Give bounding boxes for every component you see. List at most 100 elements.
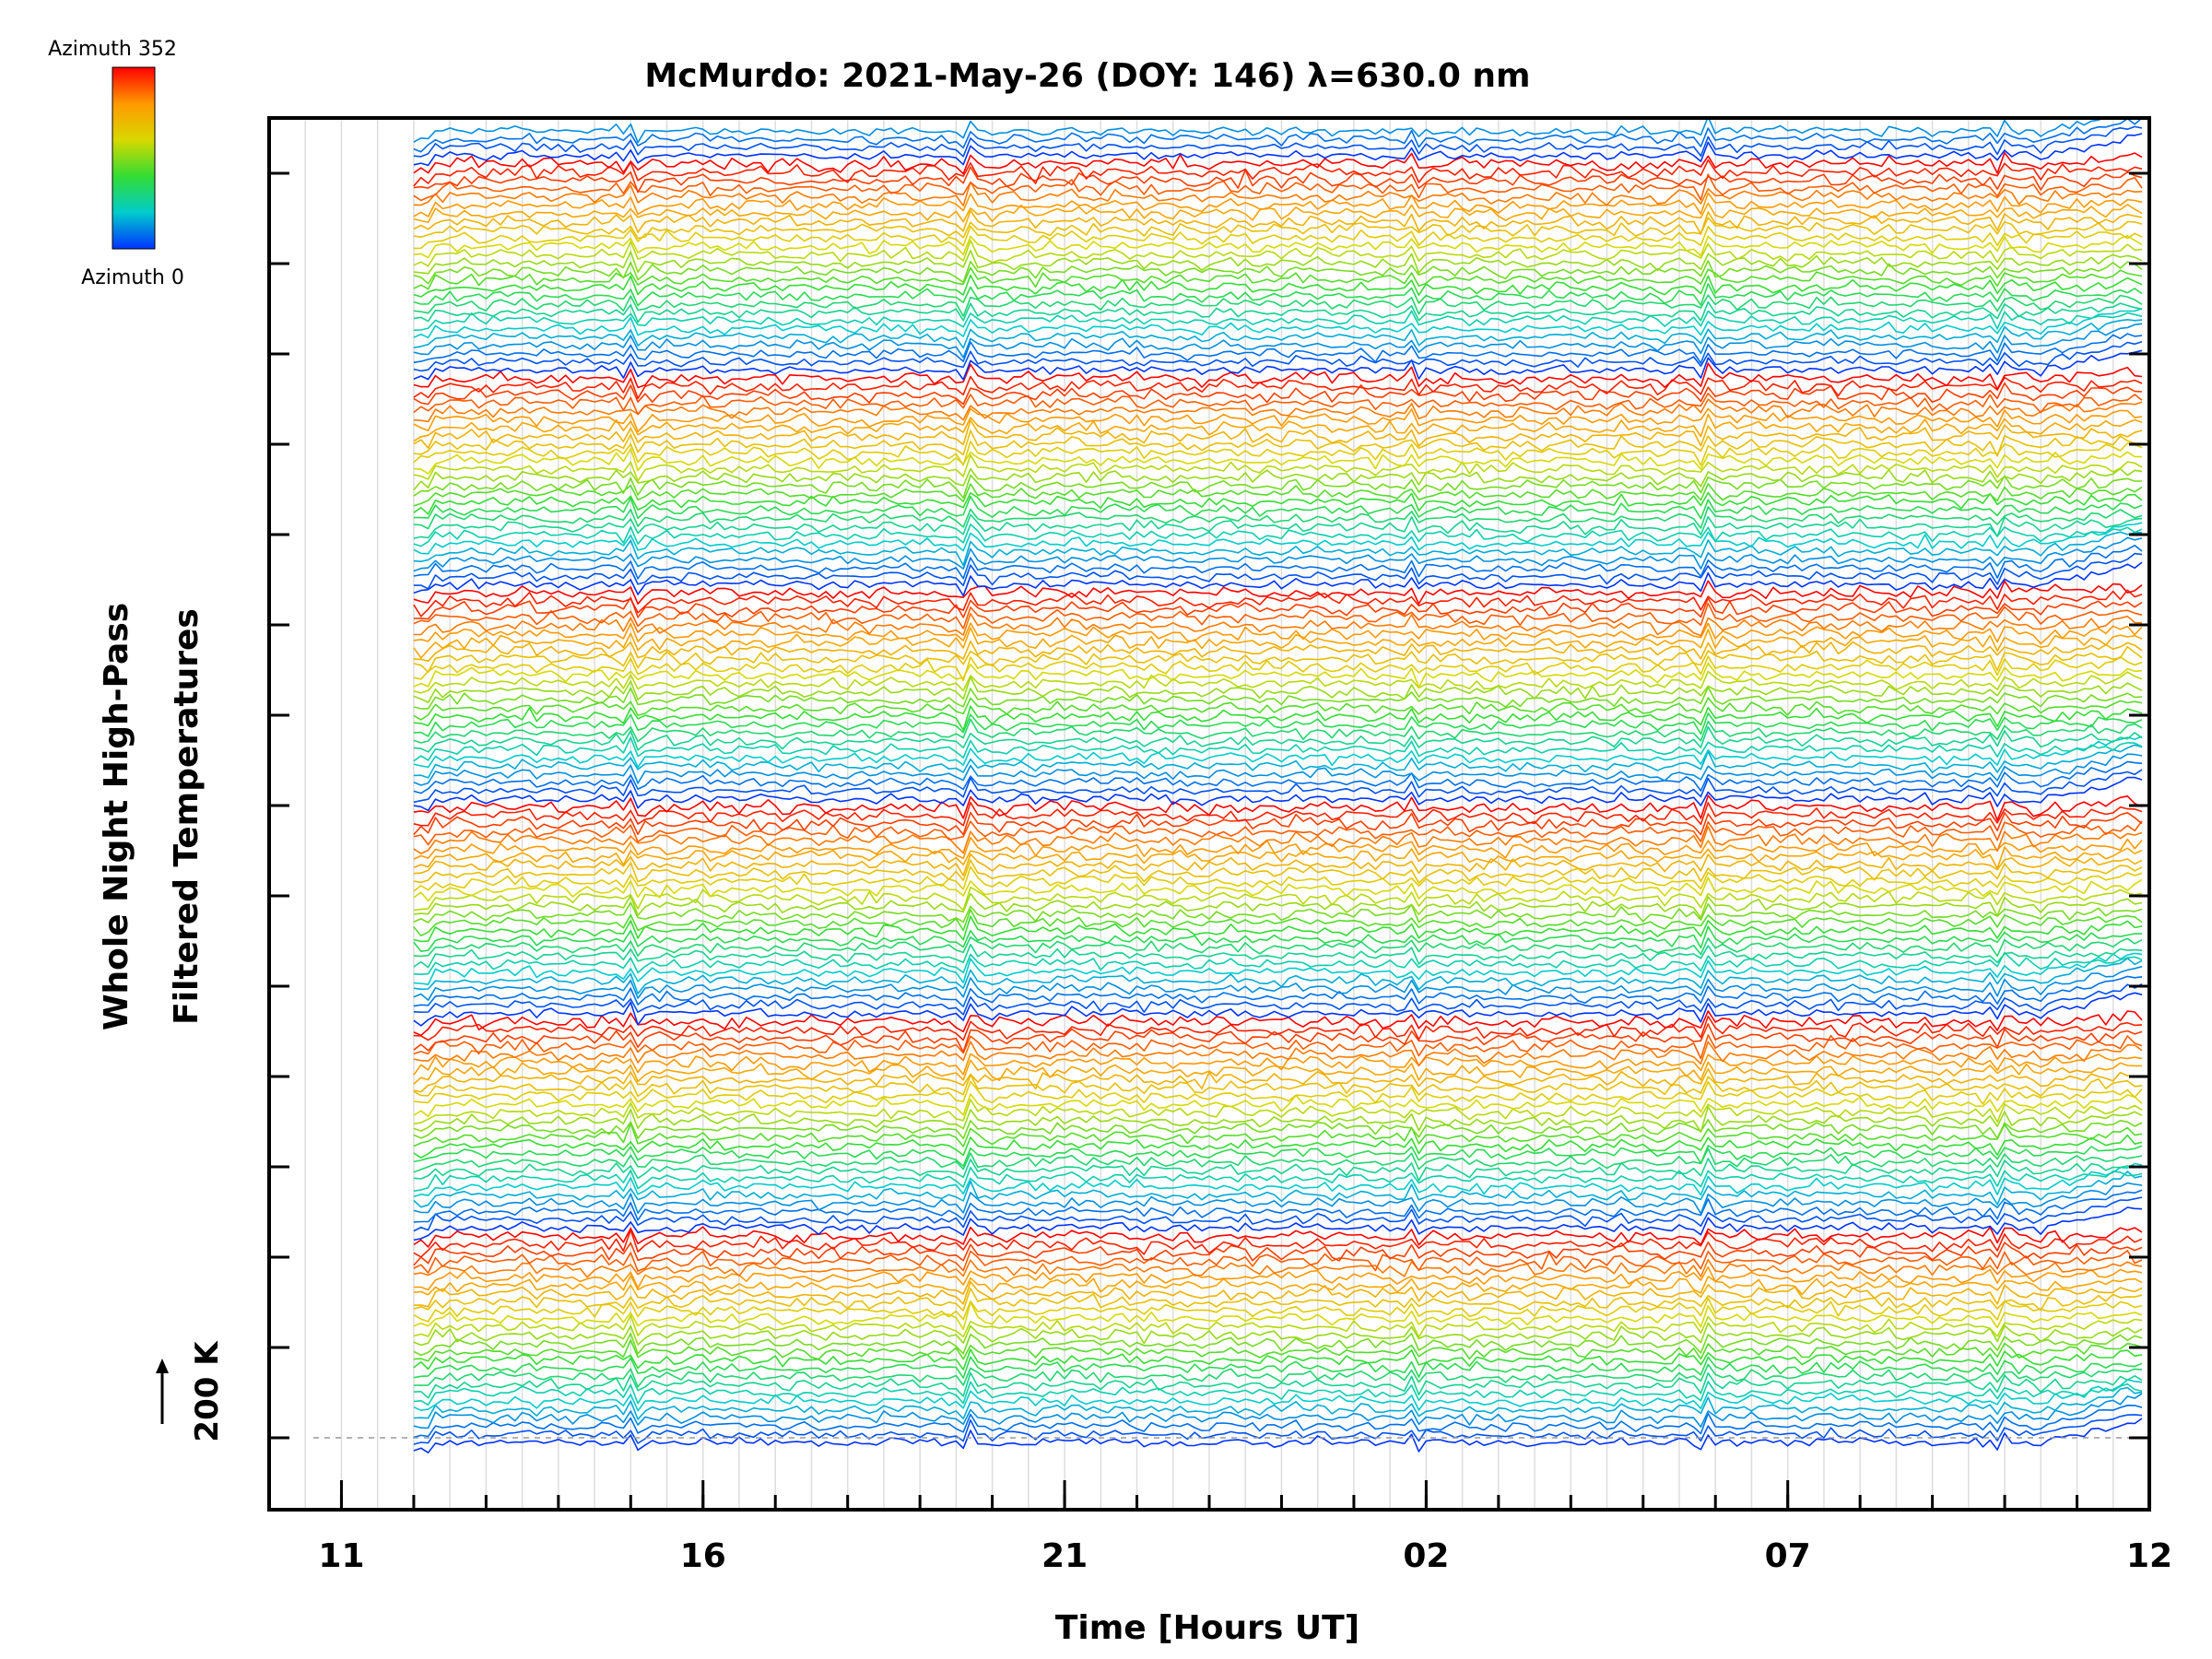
arrow-up-icon — [156, 1359, 169, 1373]
series-line — [413, 859, 2143, 884]
series-line — [413, 686, 2143, 710]
series-line — [413, 1206, 2143, 1241]
series-line — [413, 1393, 2143, 1430]
series-line — [413, 225, 2143, 250]
series-line — [413, 1034, 2143, 1060]
series-line — [413, 419, 2143, 449]
series-line — [413, 1068, 2143, 1093]
series-line — [413, 544, 2143, 580]
series-line — [413, 1123, 2143, 1147]
series-line — [413, 474, 2143, 500]
series-line — [413, 1226, 2143, 1248]
series-line — [413, 1379, 2143, 1412]
series-line — [413, 846, 2143, 870]
series-line — [413, 801, 2143, 827]
series-line — [413, 1053, 2143, 1076]
series-line — [413, 705, 2143, 732]
colorbar-gradient — [112, 66, 156, 250]
series-line — [413, 166, 2143, 194]
series-line — [413, 1145, 2143, 1168]
series-line — [413, 836, 2143, 860]
series-line — [413, 181, 2143, 206]
series-line — [413, 495, 2143, 520]
series-line — [413, 1348, 2143, 1371]
scale-marker: 200 K — [156, 1340, 226, 1442]
series-line — [413, 1371, 2143, 1399]
series-line — [413, 735, 2143, 769]
series-line — [413, 1105, 2143, 1133]
series-line — [413, 125, 2143, 158]
colorbar: Azimuth 352 Azimuth 0 — [48, 38, 184, 289]
x-tick-label: 16 — [680, 1537, 726, 1575]
series-line — [413, 1241, 2143, 1266]
series-line — [413, 362, 2143, 391]
series-line — [413, 1266, 2143, 1291]
series-line — [413, 522, 2143, 555]
series-line — [413, 718, 2143, 744]
series-line — [413, 1166, 2143, 1193]
series-line — [413, 173, 2143, 202]
series-line — [413, 935, 2143, 958]
series-line — [413, 794, 2143, 821]
series-line — [413, 429, 2142, 457]
series-line — [413, 640, 2143, 663]
series-line — [413, 300, 2143, 324]
series-line — [413, 1162, 2143, 1198]
series-line — [413, 612, 2143, 637]
x-tick-label: 07 — [1765, 1537, 1811, 1575]
series-line — [413, 1301, 2143, 1331]
series-line — [413, 655, 2143, 682]
series-line — [413, 1010, 2143, 1037]
series-line — [413, 943, 2143, 969]
series-line — [413, 561, 2143, 597]
series-line — [413, 1363, 2143, 1388]
series-line — [413, 536, 2143, 572]
y-axis-label-line-1: Whole Night High-Pass — [98, 603, 135, 1030]
series-line — [413, 1275, 2143, 1296]
series-line — [413, 602, 2143, 629]
series-line — [413, 308, 2143, 339]
series-line — [413, 1134, 2143, 1159]
series-line — [413, 627, 2143, 659]
series-line — [413, 1229, 2143, 1258]
series-line — [413, 886, 2143, 912]
series-line — [413, 413, 2143, 442]
series-line — [413, 506, 2143, 530]
series-line — [413, 333, 2143, 364]
y-axis-label-line-2: Filtered Temperatures — [168, 608, 206, 1025]
series-line — [413, 951, 2143, 975]
series-line — [413, 467, 2143, 491]
series-line — [413, 769, 2143, 804]
series-line — [413, 448, 2142, 475]
scale-marker-label: 200 K — [189, 1340, 226, 1442]
series-line — [413, 622, 2143, 645]
series-line — [413, 982, 2143, 1016]
series-line — [413, 1405, 2143, 1439]
series-line — [413, 1297, 2143, 1323]
series-line — [413, 260, 2143, 285]
series-line — [413, 1015, 2143, 1041]
series-line — [413, 965, 2143, 1001]
series-line — [413, 952, 2143, 985]
series-line — [413, 1189, 2143, 1223]
series-line — [413, 1080, 2143, 1105]
series-line — [413, 1250, 2143, 1274]
series-line — [413, 744, 2143, 779]
series-line — [413, 1074, 2143, 1098]
series-line — [413, 825, 2143, 854]
series-line — [413, 676, 2143, 703]
series-line — [413, 524, 2143, 547]
series-line — [413, 483, 2143, 507]
series-line — [413, 957, 2143, 994]
series-line — [413, 249, 2143, 275]
series-line — [413, 811, 2143, 836]
series-line — [413, 915, 2143, 943]
x-tick-label: 02 — [1403, 1537, 1449, 1575]
series-line — [413, 1381, 2143, 1406]
series-line — [413, 310, 2143, 332]
series-line — [413, 274, 2143, 298]
series-line — [413, 1119, 2143, 1140]
series-line — [413, 1258, 2143, 1278]
axis-ticks: 11 16 21 02 07 12 — [269, 171, 2172, 1575]
